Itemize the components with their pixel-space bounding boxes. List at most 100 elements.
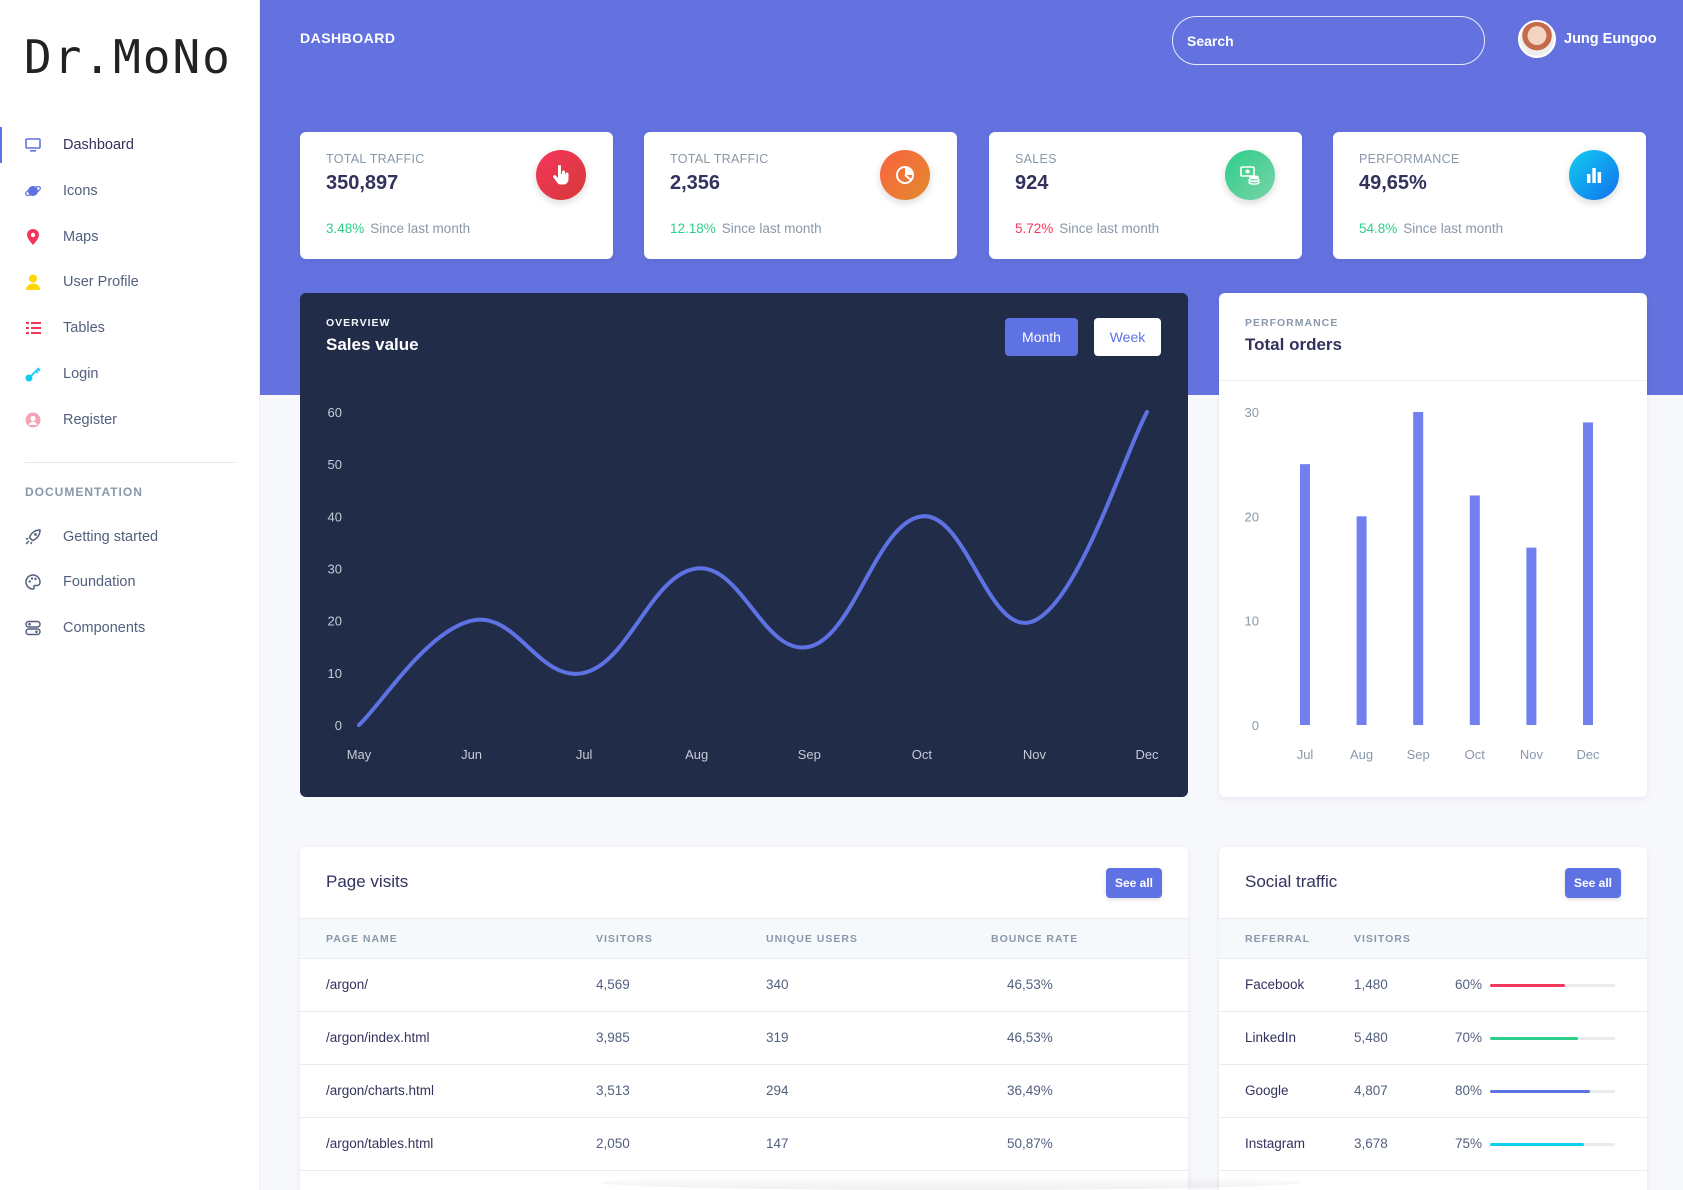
user-menu[interactable]: Jung Eungoo <box>1518 20 1657 58</box>
page-visits-card: Page visits See all PAGE NAME VISITORS U… <box>300 847 1188 1190</box>
bounce-rate-cell: 50,87% <box>1007 1136 1053 1151</box>
order-bar <box>1583 422 1593 725</box>
sidebar-item-components[interactable]: Components <box>0 608 260 648</box>
page-name-cell: /argon/ <box>326 977 369 992</box>
bounce-rate-cell: 46,53% <box>1007 1030 1053 1045</box>
progress-fill <box>1490 1090 1590 1093</box>
bar-chart-icon <box>1569 150 1619 200</box>
stat-value: 2,356 <box>670 172 721 194</box>
sidebar-item-label: Dashboard <box>63 137 134 153</box>
stat-since: Since last month <box>370 221 471 236</box>
sidebar-item-label: User Profile <box>63 274 139 290</box>
sidebar-item-foundation[interactable]: Foundation <box>0 562 260 602</box>
table-row: /argon/index.html 3,985 319 46,53% <box>300 1012 1188 1065</box>
circle-user-icon <box>25 412 41 428</box>
card-divider <box>1219 380 1647 381</box>
x-tick-label: Nov <box>1023 747 1047 762</box>
table-row: LinkedIn 5,480 70% <box>1219 1012 1647 1065</box>
unique-users-cell: 294 <box>766 1083 789 1098</box>
scroll-shadow <box>600 1175 1300 1190</box>
sidebar-item-dashboard[interactable]: Dashboard <box>0 125 260 165</box>
stat-label: PERFORMANCE <box>1359 152 1460 166</box>
column-header: VISITORS <box>1354 933 1411 945</box>
unique-users-cell: 319 <box>766 1030 789 1045</box>
social-traffic-see-all-button[interactable]: See all <box>1565 868 1621 898</box>
sidebar-item-label: Components <box>63 620 146 636</box>
avatar[interactable] <box>1518 20 1556 58</box>
percent-cell: 80% <box>1455 1083 1483 1098</box>
stat-footer: 3.48% Since last month <box>326 221 470 236</box>
stat-label: SALES <box>1015 152 1057 166</box>
column-header: VISITORS <box>596 933 653 945</box>
stat-change: 5.72% <box>1015 221 1054 236</box>
page-title[interactable]: DASHBOARD <box>300 30 396 46</box>
palette-icon <box>25 574 41 590</box>
progress-bar <box>1490 984 1615 987</box>
stat-change: 54.8% <box>1359 221 1398 236</box>
bounce-rate-cell: 46,53% <box>1007 977 1053 992</box>
sidebar-item-label: Login <box>63 366 99 382</box>
sidebar-item-label: Icons <box>63 183 98 199</box>
visitors-cell: 4,569 <box>596 977 630 992</box>
stat-card-performance: PERFORMANCE 49,65% 54.8% Since last month <box>1333 132 1646 259</box>
search-input[interactable] <box>1187 32 1467 49</box>
table-row: /argon/ 4,569 340 46,53% <box>300 959 1188 1012</box>
visitors-cell: 4,807 <box>1354 1083 1388 1098</box>
pie-chart-icon <box>880 150 930 200</box>
sidebar-item-getting-started[interactable]: Getting started <box>0 517 260 557</box>
sidebar-item-tables[interactable]: Tables <box>0 308 260 348</box>
sidebar-item-register[interactable]: Register <box>0 400 260 440</box>
order-bar <box>1413 412 1424 725</box>
sidebar-item-maps[interactable]: Maps <box>0 217 260 257</box>
stat-label: TOTAL TRAFFIC <box>326 152 425 166</box>
sidebar-item-label: Register <box>63 412 117 428</box>
y-tick-label: 40 <box>328 509 342 524</box>
referral-cell: Facebook <box>1245 977 1305 992</box>
order-bar <box>1356 516 1367 725</box>
x-tick-label: Jun <box>461 747 482 762</box>
planet-icon <box>25 183 41 199</box>
table-header: REFERRAL VISITORS <box>1219 918 1647 959</box>
stat-value: 924 <box>1015 172 1049 194</box>
sidebar-item-user-profile[interactable]: User Profile <box>0 262 260 302</box>
y-tick-label: 10 <box>328 666 342 681</box>
sidebar-item-login[interactable]: Login <box>0 354 260 394</box>
bounce-rate-cell: 36,49% <box>1007 1083 1053 1098</box>
x-tick-label: May <box>347 747 372 762</box>
tv-icon <box>25 137 41 153</box>
sidebar-divider <box>25 462 235 463</box>
unique-users-cell: 340 <box>766 977 789 992</box>
money-coins-icon <box>1225 150 1275 200</box>
stat-card-sales: SALES 924 5.72% Since last month <box>989 132 1302 259</box>
components-icon <box>25 620 41 636</box>
stat-card-total-traffic: TOTAL TRAFFIC 350,897 3.48% Since last mo… <box>300 132 613 259</box>
referral-cell: Instagram <box>1245 1136 1306 1151</box>
visitors-cell: 2,050 <box>596 1136 630 1151</box>
stat-footer: 5.72% Since last month <box>1015 221 1159 236</box>
table-row: Instagram 3,678 75% <box>1219 1118 1647 1171</box>
progress-fill <box>1490 1037 1578 1040</box>
y-tick-label: 30 <box>328 562 342 577</box>
x-tick-label: Jul <box>1297 747 1314 762</box>
user-icon <box>25 274 41 290</box>
brand-logo[interactable]: Dr.MoNo <box>24 30 232 84</box>
y-tick-label: 20 <box>328 614 342 629</box>
stat-value: 350,897 <box>326 172 399 194</box>
x-tick-label: Aug <box>1350 747 1373 762</box>
key-icon <box>25 366 41 382</box>
sidebar-item-label: Foundation <box>63 574 136 590</box>
table-row: Facebook 1,480 60% <box>1219 959 1647 1012</box>
user-name[interactable]: Jung Eungoo <box>1564 31 1657 47</box>
sales-line-chart: 0 10 20 30 40 50 60 May Jun Jul Aug Sep Oct Nov Dec <box>328 405 1160 762</box>
column-header: BOUNCE RATE <box>991 933 1079 945</box>
x-tick-label: Sep <box>1407 747 1430 762</box>
search-box[interactable] <box>1172 16 1485 65</box>
page-visits-see-all-button[interactable]: See all <box>1106 868 1162 898</box>
sidebar-item-icons[interactable]: Icons <box>0 171 260 211</box>
rocket-icon <box>25 529 41 545</box>
month-tab-button[interactable]: Month <box>1005 318 1078 356</box>
sidebar-item-label: Maps <box>63 229 99 245</box>
visitors-cell: 3,678 <box>1354 1136 1388 1151</box>
page-name-cell: /argon/charts.html <box>326 1083 435 1098</box>
week-tab-button[interactable]: Week <box>1094 318 1161 356</box>
